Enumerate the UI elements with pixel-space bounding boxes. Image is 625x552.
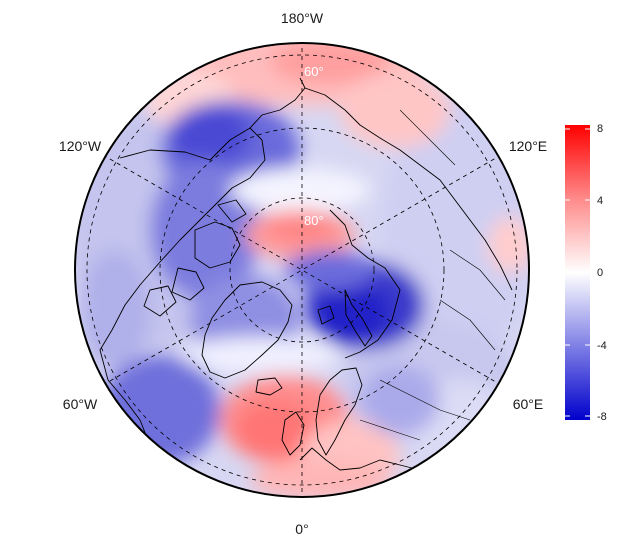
- lon-label-120e: 120°E: [509, 138, 547, 154]
- lat-circle-70: [159, 127, 445, 413]
- colorbar-label-4: 4: [597, 195, 603, 207]
- siberia-inner-coast: [329, 209, 401, 359]
- lat-circle-60: [86, 54, 518, 486]
- anomaly-field: [75, 43, 529, 497]
- lon-label-180w: 180°W: [281, 10, 324, 26]
- lon-label-120w: 120°W: [59, 138, 102, 154]
- graticule: [86, 43, 518, 497]
- lat-label-80: 80°: [304, 213, 324, 228]
- colorbar-label-neg8: -8: [597, 411, 607, 423]
- lat-label-60: 60°: [304, 64, 324, 79]
- north-america-outline: [99, 127, 266, 496]
- colorbar-label-8: 8: [597, 123, 603, 135]
- colorbar: 8 4 0 -4 -8: [565, 123, 607, 423]
- svalbard-outline: [317, 305, 335, 325]
- country-borders: [359, 109, 506, 441]
- asia-outline: [304, 87, 513, 291]
- novaya-zemlya-outline: [344, 289, 373, 347]
- iceland-outline: [255, 377, 283, 396]
- map-border: [74, 42, 530, 498]
- greenland-outline: [201, 281, 293, 379]
- colorbar-label-neg4: -4: [597, 340, 607, 352]
- lon-label-0: 0°: [295, 521, 308, 537]
- lat-circle-80: [229, 197, 375, 343]
- lon-label-60w: 60°W: [63, 396, 98, 412]
- lon-label-60e: 60°E: [513, 396, 544, 412]
- colorbar-label-0: 0: [597, 267, 603, 279]
- alaska-outline: [249, 77, 306, 129]
- uk-outline: [281, 411, 305, 456]
- coastlines: [99, 77, 513, 496]
- canada-islands-outline: [143, 199, 247, 317]
- scandinavia-outline: [315, 367, 363, 456]
- colorbar-ticks: [565, 128, 590, 417]
